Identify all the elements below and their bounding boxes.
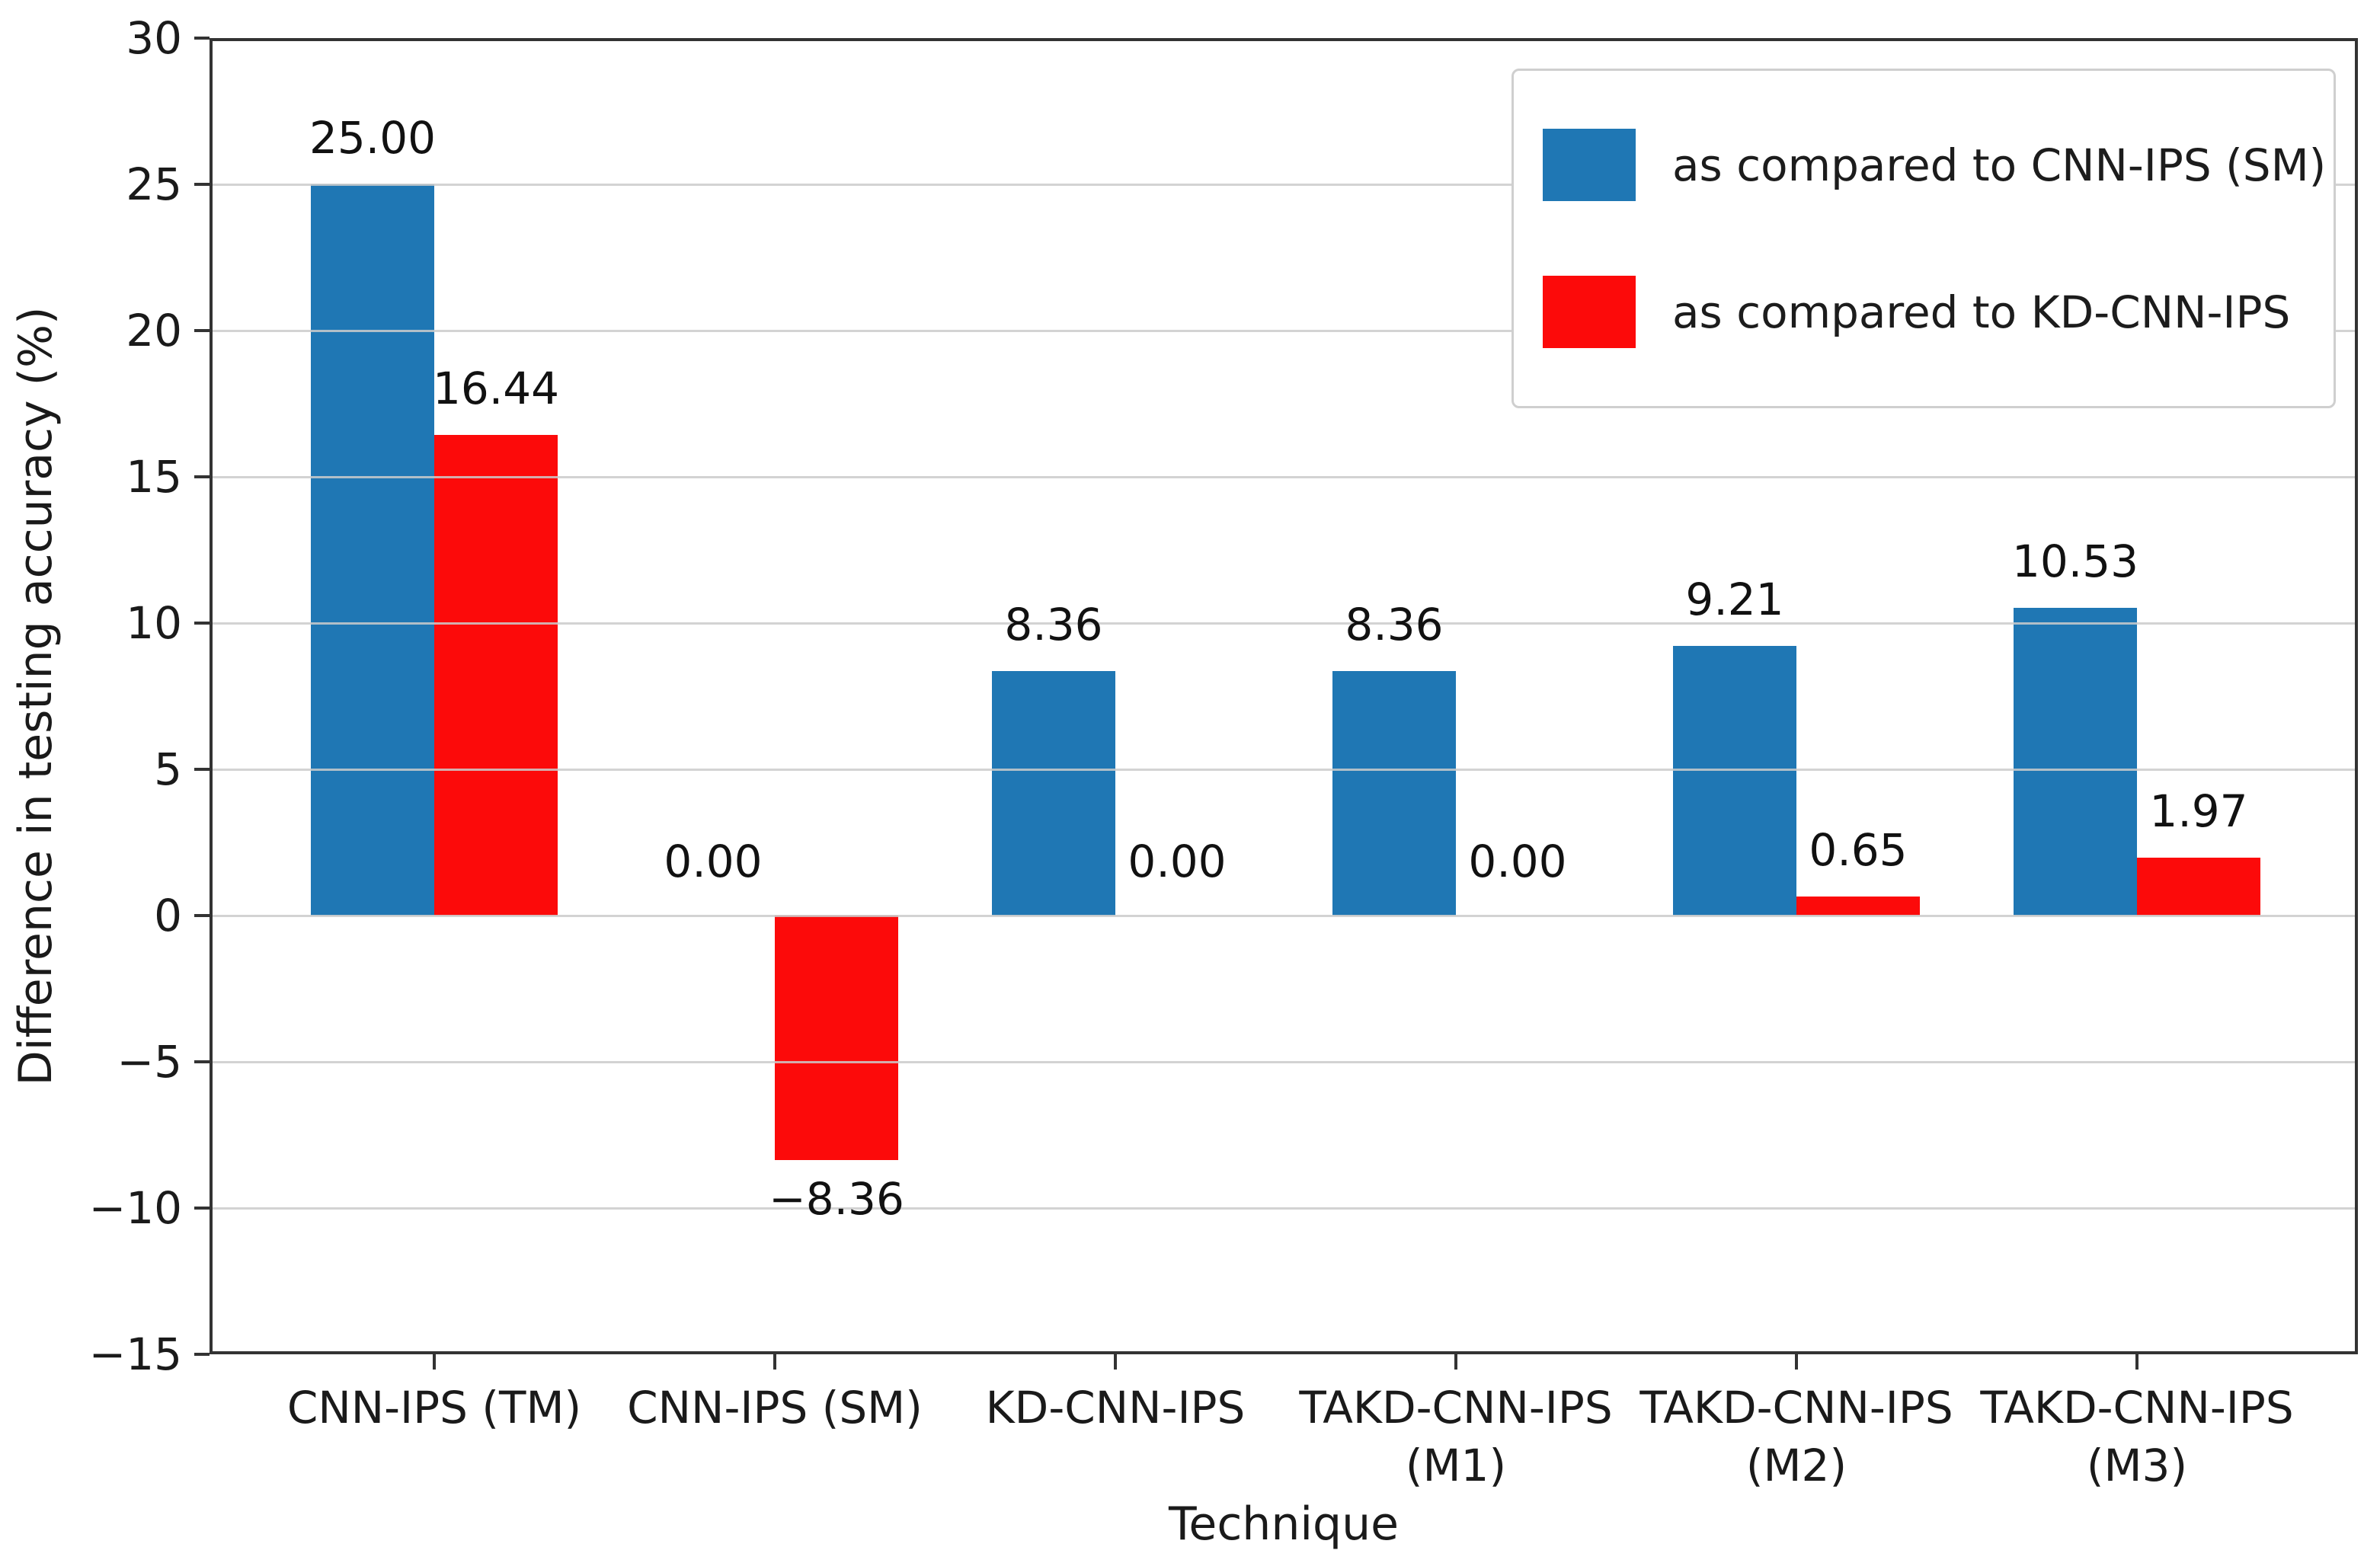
- gridline--5: [213, 1060, 2355, 1063]
- x-tick-mark-1: [773, 1354, 776, 1370]
- bar-blue-2: [992, 670, 1115, 916]
- value-label-blue-5: 10.53: [2011, 535, 2139, 587]
- bar-blue-4: [1673, 646, 1796, 916]
- y-tick-mark-0: [194, 914, 210, 917]
- x-tick-label-1: CNN-IPS (SM): [627, 1382, 923, 1434]
- legend-entry-red: as compared to KD-CNN-IPS: [1543, 276, 2334, 348]
- y-tick-label--15: −15: [88, 1328, 182, 1380]
- x-tick-mark-3: [1454, 1354, 1457, 1370]
- value-label-blue-3: 8.36: [1345, 598, 1444, 650]
- y-tick-label--10: −10: [88, 1182, 182, 1234]
- y-tick-mark-25: [194, 183, 210, 186]
- gridline-25: [213, 183, 2355, 186]
- legend-label-red: as compared to KD-CNN-IPS: [1672, 286, 2291, 338]
- gridline--10: [213, 1207, 2355, 1210]
- value-label-red-4: 0.65: [1809, 824, 1908, 877]
- bar-red-1: [775, 916, 898, 1161]
- value-label-red-5: 1.97: [2149, 785, 2248, 838]
- x-tick-mark-4: [1795, 1354, 1798, 1370]
- legend-swatch-blue-icon: [1543, 129, 1636, 201]
- y-tick-mark--10: [194, 1207, 210, 1210]
- value-label-red-3: 0.00: [1468, 836, 1567, 887]
- y-tick-mark--5: [194, 1060, 210, 1063]
- gridline-20: [213, 329, 2355, 332]
- gridline-0: [213, 914, 2355, 917]
- x-tick-label-2: KD-CNN-IPS: [985, 1382, 1246, 1434]
- y-tick-mark-10: [194, 622, 210, 625]
- y-axis-title: Difference in testing accuracy (%): [9, 306, 62, 1086]
- y-tick-label-15: 15: [126, 451, 182, 503]
- bar-blue-3: [1332, 670, 1456, 916]
- x-tick-mark-5: [2135, 1354, 2138, 1370]
- y-tick-label-25: 25: [126, 158, 182, 210]
- value-label-red-1: −8.36: [769, 1173, 904, 1226]
- bar-blue-0: [311, 184, 434, 916]
- x-tick-mark-2: [1114, 1354, 1117, 1370]
- bar-red-0: [434, 434, 558, 916]
- value-label-red-2: 0.00: [1128, 836, 1227, 887]
- gridline-10: [213, 622, 2355, 625]
- x-tick-mark-0: [433, 1354, 436, 1370]
- y-tick-label-10: 10: [126, 597, 182, 649]
- y-tick-mark-5: [194, 768, 210, 771]
- bar-red-4: [1796, 897, 1920, 916]
- x-tick-label-4: TAKD-CNN-IPS (M2): [1639, 1382, 1953, 1491]
- x-tick-label-5: TAKD-CNN-IPS (M3): [1980, 1382, 2294, 1491]
- legend-label-blue: as compared to CNN-IPS (SM): [1672, 139, 2327, 191]
- x-tick-label-3: TAKD-CNN-IPS (M1): [1299, 1382, 1613, 1491]
- y-tick-mark--15: [194, 1353, 210, 1356]
- legend-swatch-red-icon: [1543, 276, 1636, 348]
- value-label-blue-2: 8.36: [1004, 598, 1103, 650]
- y-tick-label-30: 30: [126, 12, 182, 64]
- y-tick-mark-20: [194, 329, 210, 332]
- y-tick-label-5: 5: [154, 743, 182, 795]
- value-label-blue-1: 0.00: [664, 836, 763, 887]
- y-tick-label-0: 0: [154, 890, 182, 941]
- gridline-5: [213, 768, 2355, 771]
- value-label-blue-4: 9.21: [1685, 574, 1784, 626]
- legend: as compared to CNN-IPS (SM) as compared …: [1511, 69, 2336, 408]
- y-tick-mark-15: [194, 475, 210, 478]
- bar-red-5: [2137, 858, 2260, 916]
- bar-blue-5: [2014, 607, 2137, 916]
- value-label-blue-0: 25.00: [309, 112, 437, 164]
- y-tick-label--5: −5: [117, 1036, 183, 1088]
- x-tick-label-0: CNN-IPS (TM): [286, 1382, 582, 1434]
- y-tick-mark-30: [194, 37, 210, 40]
- legend-entry-blue: as compared to CNN-IPS (SM): [1543, 129, 2334, 201]
- y-tick-label-20: 20: [126, 305, 182, 356]
- gridline-15: [213, 475, 2355, 478]
- x-axis-title: Technique: [1168, 1497, 1400, 1551]
- value-label-red-0: 16.44: [432, 362, 560, 414]
